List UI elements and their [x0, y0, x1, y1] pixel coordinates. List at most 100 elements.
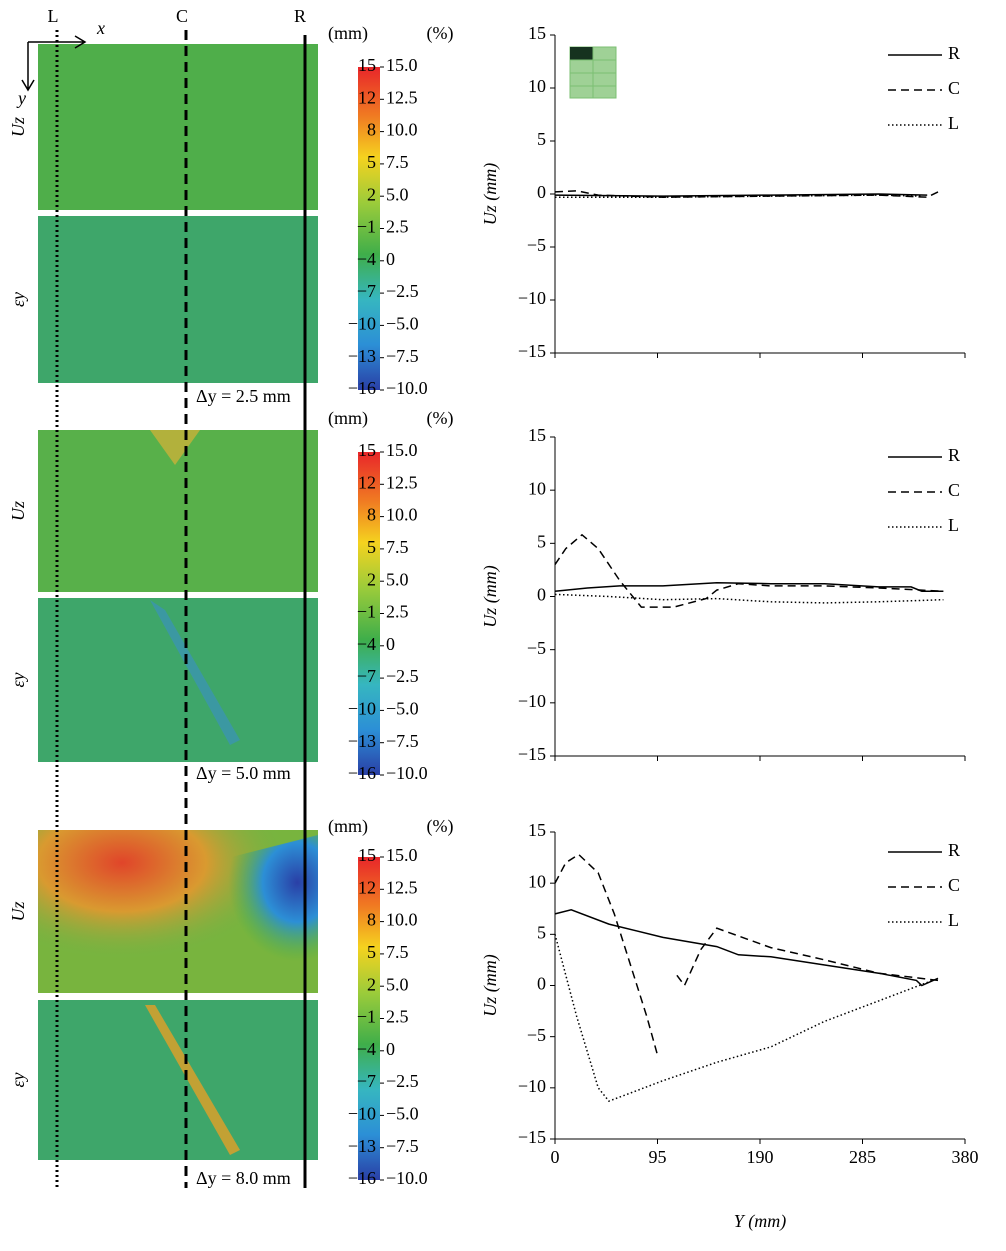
y-tick-label: −10	[518, 691, 546, 711]
y-tick-label: 0	[537, 974, 546, 994]
colorbar-tick-label: −16	[348, 378, 376, 398]
map-label: Uz	[8, 901, 28, 921]
y-tick-label: 15	[528, 820, 546, 840]
map	[38, 216, 318, 383]
colorbar-tick-label: 7.5	[386, 537, 409, 557]
colorbar-tick-label: −13	[348, 1136, 376, 1156]
colorbar-tick-label: 15	[358, 845, 376, 865]
unit-label: (mm)	[328, 408, 368, 429]
colorbar-tick-label: −7.5	[386, 346, 419, 366]
colorbar-tick-label: −1	[357, 602, 376, 622]
map-label: Uz	[8, 117, 28, 137]
colorbar-tick-label: 2.5	[386, 217, 409, 237]
colorbar-tick-label: 7.5	[386, 152, 409, 172]
icon	[570, 47, 593, 60]
series-line	[554, 593, 944, 604]
unit-label: (mm)	[328, 23, 368, 44]
colorbar-tick-label: −2.5	[386, 666, 419, 686]
inset-icon	[569, 46, 617, 99]
line-label: L	[48, 6, 59, 26]
colorbar	[358, 67, 380, 390]
icon	[570, 47, 616, 98]
unit-label: (mm)	[328, 816, 368, 837]
x-axis-label: Y (mm)	[734, 1211, 787, 1232]
colorbar-tick-label: 12	[358, 87, 376, 107]
colorbar-tick-label: −7	[357, 1071, 376, 1091]
displacement-label: Δy = 8.0 mm	[196, 1168, 291, 1188]
colorbar-tick-label: 15	[358, 55, 376, 75]
colorbar-tick-label: −10.0	[386, 1168, 428, 1188]
colorbar-tick-label: −10	[348, 314, 376, 334]
axis-label: x	[96, 18, 105, 38]
colorbar-tick-label: 8	[367, 910, 376, 930]
map-label: εy	[8, 1072, 28, 1087]
colorbar-tick-label: 0	[386, 634, 395, 654]
y-tick-label: 10	[528, 871, 546, 891]
unit-label: (%)	[427, 408, 454, 429]
legend-label: R	[948, 445, 960, 465]
legend-label: C	[948, 78, 960, 98]
colorbar-tick-label: 2	[367, 184, 376, 204]
line-label: R	[294, 6, 306, 26]
map-label: εy	[8, 292, 28, 307]
field-maps: L C R x y	[16, 6, 318, 1188]
y-tick-label: −5	[527, 1025, 546, 1045]
colorbar-tick-label: −16	[348, 763, 376, 783]
series-line	[554, 581, 944, 592]
colorbar	[358, 452, 380, 775]
x-tick-label: 0	[551, 1147, 560, 1167]
colorbar-tick-label: 15.0	[386, 845, 418, 865]
legend-label: C	[948, 480, 960, 500]
colorbar-tick-label: 0	[386, 1039, 395, 1059]
colorbar-tick-label: 15	[358, 440, 376, 460]
colorbar-tick-label: 5	[367, 537, 376, 557]
y-tick-label: −15	[518, 341, 546, 361]
colorbar-tick-label: −13	[348, 346, 376, 366]
y-tick-label: −10	[518, 288, 546, 308]
colorbar-tick-label: −5.0	[386, 314, 419, 334]
colorbar-tick-label: −10.0	[386, 378, 428, 398]
colorbar-tick-label: 15.0	[386, 55, 418, 75]
colorbar-tick-label: −1	[357, 217, 376, 237]
legend-label: C	[948, 875, 960, 895]
y-axis-label: Uz (mm)	[480, 954, 501, 1017]
map-label: Uz	[8, 501, 28, 521]
series-line	[554, 853, 939, 1056]
colorbar-tick-label: 10.0	[386, 505, 418, 525]
axis-arrows	[21, 35, 87, 92]
series-line	[554, 533, 944, 608]
colorbar-tick-label: −2.5	[386, 281, 419, 301]
axis-label: y	[16, 88, 26, 108]
y-tick-label: 15	[528, 425, 546, 445]
y-tick-label: −15	[518, 744, 546, 764]
y-tick-label: 5	[537, 531, 546, 551]
colorbar-tick-label: 15.0	[386, 440, 418, 460]
map	[38, 1000, 318, 1160]
colorbar-tick-label: 8	[367, 120, 376, 140]
colorbar-tick-label: −13	[348, 731, 376, 751]
y-tick-label: 5	[537, 922, 546, 942]
colorbar-tick-label: 12.5	[386, 87, 418, 107]
map-label: εy	[8, 672, 28, 687]
series-line	[554, 909, 939, 987]
colorbar-tick-label: 10.0	[386, 910, 418, 930]
y-tick-label: −5	[527, 235, 546, 255]
colorbar-tick-label: 5	[367, 942, 376, 962]
y-tick-label: 10	[528, 478, 546, 498]
displacement-label: Δy = 5.0 mm	[196, 763, 291, 783]
map-feature	[145, 1005, 240, 1155]
map	[38, 44, 318, 210]
x-tick-label: 380	[952, 1147, 979, 1167]
colorbar-tick-label: 5	[367, 152, 376, 172]
colorbar-tick-label: 5.0	[386, 974, 409, 994]
legend-label: R	[948, 43, 960, 63]
colorbar-tick-label: −16	[348, 1168, 376, 1188]
colorbar-tick-label: −4	[357, 1039, 376, 1059]
colorbar-tick-label: −5.0	[386, 699, 419, 719]
x-tick-label: 190	[747, 1147, 774, 1167]
colorbar-tick-label: 0	[386, 249, 395, 269]
colorbar-tick-label: −5.0	[386, 1104, 419, 1124]
y-axis-label: Uz (mm)	[480, 565, 501, 628]
colorbar-tick-label: 5.0	[386, 184, 409, 204]
